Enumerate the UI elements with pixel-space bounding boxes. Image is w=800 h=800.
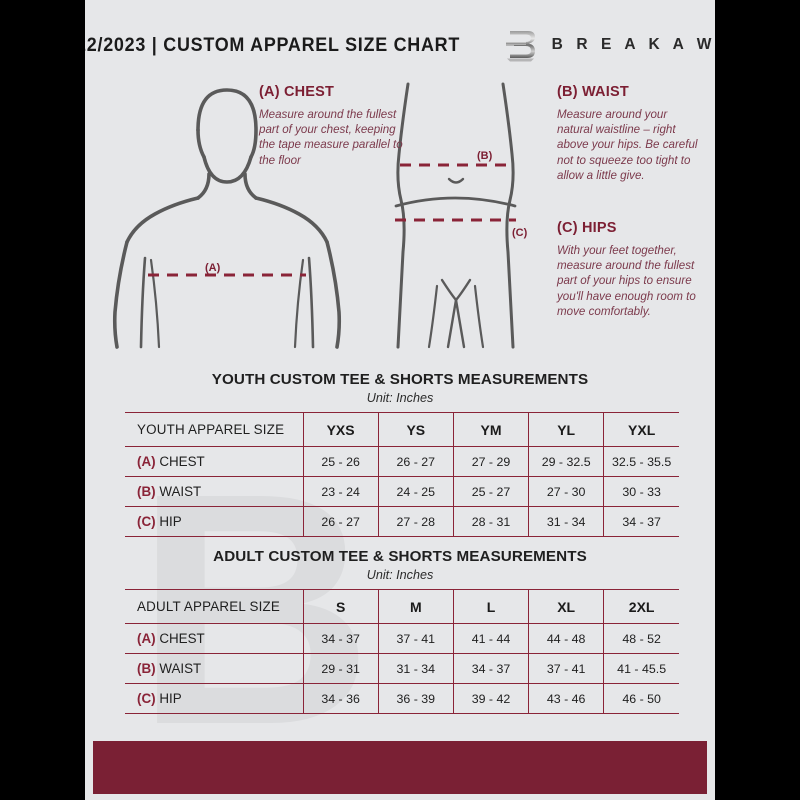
youth-cell-2-3: 31 - 34 [528, 506, 604, 537]
size-chart-page: B 2022/2023 | CUSTOM APPAREL SIZE CHART [85, 0, 715, 800]
note-waist-heading: (B) WAIST [557, 84, 629, 100]
adult-section-title: ADULT CUSTOM TEE & SHORTS MEASUREMENTS [213, 548, 587, 565]
adult-cell-0-4: 48 - 52 [603, 623, 679, 654]
youth-cell-0-2: 27 - 29 [452, 446, 529, 477]
youth-size-table: YOUTH APPAREL SIZE YXS YS YM YL YXL (A) … [125, 412, 679, 537]
youth-cell-2-1: 27 - 28 [377, 506, 454, 537]
youth-cell-0-0: 25 - 26 [302, 446, 379, 477]
page-title: 2022/2023 | CUSTOM APPAREL SIZE CHART [85, 33, 461, 56]
adult-cell-0-3: 44 - 48 [528, 623, 604, 654]
adult-cell-2-4: 46 - 50 [603, 683, 679, 714]
page-header: 2022/2023 | CUSTOM APPAREL SIZE CHART B … [85, 28, 715, 62]
youth-cell-1-3: 27 - 30 [528, 476, 604, 507]
youth-row-0-label: (A) CHEST [125, 446, 304, 477]
note-hips-heading: (C) HIPS [557, 220, 617, 236]
adult-col-0: S [302, 589, 379, 624]
table-header-row: YOUTH APPAREL SIZE YXS YS YM YL YXL [125, 412, 679, 447]
adult-cell-1-2: 34 - 37 [452, 653, 529, 684]
table-header-row: ADULT APPAREL SIZE S M L XL 2XL [125, 589, 679, 624]
youth-cell-2-4: 34 - 37 [603, 506, 679, 537]
youth-cell-0-4: 32.5 - 35.5 [603, 446, 679, 477]
youth-col-3: YL [528, 412, 604, 447]
adult-cell-0-2: 41 - 44 [452, 623, 529, 654]
upper-body-torso-illustration [112, 88, 342, 349]
adult-size-table: ADULT APPAREL SIZE S M L XL 2XL (A) CHES… [125, 589, 679, 714]
footer-bar [93, 741, 707, 794]
adult-cell-0-0: 34 - 37 [302, 623, 379, 654]
adult-cell-2-1: 36 - 39 [377, 683, 454, 714]
table-row: (A) CHEST 34 - 37 37 - 41 41 - 44 44 - 4… [125, 623, 679, 654]
adult-size-header: ADULT APPAREL SIZE [125, 589, 304, 624]
youth-col-1: YS [377, 412, 454, 447]
youth-cell-2-2: 28 - 31 [452, 506, 529, 537]
adult-cell-1-4: 41 - 45.5 [603, 653, 679, 684]
adult-cell-1-0: 29 - 31 [302, 653, 379, 684]
adult-col-1: M [377, 589, 454, 624]
youth-section-unit: Unit: Inches [366, 391, 434, 405]
note-waist-body: Measure around your natural waistline – … [557, 108, 698, 182]
adult-col-2: L [452, 589, 529, 624]
adult-cell-2-2: 39 - 42 [452, 683, 529, 714]
adult-cell-1-1: 31 - 34 [377, 653, 454, 684]
youth-cell-1-2: 25 - 27 [452, 476, 529, 507]
brand-name: B R E A K A W A Y [551, 36, 715, 53]
waist-line-label: (B) [477, 150, 493, 162]
chest-line-label: (A) [205, 262, 221, 274]
lower-body-hips-illustration [394, 82, 517, 349]
body-diagrams [112, 82, 517, 349]
adult-row-1-label: (B) WAIST [125, 653, 304, 684]
breakaway-b-logo-icon [505, 31, 535, 62]
illustration-area: (A) (B) (C) (A) CHEST Measure around the… [85, 62, 715, 362]
note-chest-body: Measure around the fullest part of your … [259, 108, 403, 167]
brand-lockup: B R E A K A W A Y [504, 27, 715, 63]
youth-row-1-label: (B) WAIST [125, 476, 304, 507]
youth-size-header: YOUTH APPAREL SIZE [125, 412, 304, 447]
table-row: (A) CHEST 25 - 26 26 - 27 27 - 29 29 - 3… [125, 446, 679, 477]
note-hips: (C) HIPS With your feet together, measur… [557, 220, 702, 319]
youth-cell-0-3: 29 - 32.5 [528, 446, 604, 477]
youth-section-title: YOUTH CUSTOM TEE & SHORTS MEASUREMENTS [211, 371, 589, 388]
youth-col-0: YXS [302, 412, 379, 447]
adult-col-4: 2XL [603, 589, 679, 624]
adult-cell-1-3: 37 - 41 [528, 653, 604, 684]
youth-cell-1-4: 30 - 33 [603, 476, 679, 507]
adult-cell-0-1: 37 - 41 [377, 623, 454, 654]
youth-col-2: YM [452, 412, 529, 447]
adult-col-3: XL [528, 589, 604, 624]
adult-cell-2-3: 43 - 46 [528, 683, 604, 714]
note-chest-heading: (A) CHEST [259, 84, 335, 100]
adult-section-unit: Unit: Inches [366, 568, 434, 582]
adult-cell-2-0: 34 - 36 [302, 683, 379, 714]
note-hips-body: With your feet together, measure around … [557, 244, 696, 318]
youth-cell-0-1: 26 - 27 [377, 446, 454, 477]
table-row: (C) HIP 26 - 27 27 - 28 28 - 31 31 - 34 … [125, 506, 679, 537]
youth-cell-1-0: 23 - 24 [302, 476, 379, 507]
adult-row-2-label: (C) HIP [125, 683, 304, 714]
youth-cell-1-1: 24 - 25 [377, 476, 454, 507]
youth-row-2-label: (C) HIP [125, 506, 304, 537]
note-chest: (A) CHEST Measure around the fullest par… [259, 84, 409, 168]
table-row: (B) WAIST 23 - 24 24 - 25 25 - 27 27 - 3… [125, 476, 679, 507]
note-waist: (B) WAIST Measure around your natural wa… [557, 84, 702, 183]
youth-cell-2-0: 26 - 27 [302, 506, 379, 537]
adult-row-0-label: (A) CHEST [125, 623, 304, 654]
table-row: (B) WAIST 29 - 31 31 - 34 34 - 37 37 - 4… [125, 653, 679, 684]
youth-col-4: YXL [603, 412, 679, 447]
table-row: (C) HIP 34 - 36 36 - 39 39 - 42 43 - 46 … [125, 683, 679, 714]
hip-line-label: (C) [512, 227, 528, 239]
